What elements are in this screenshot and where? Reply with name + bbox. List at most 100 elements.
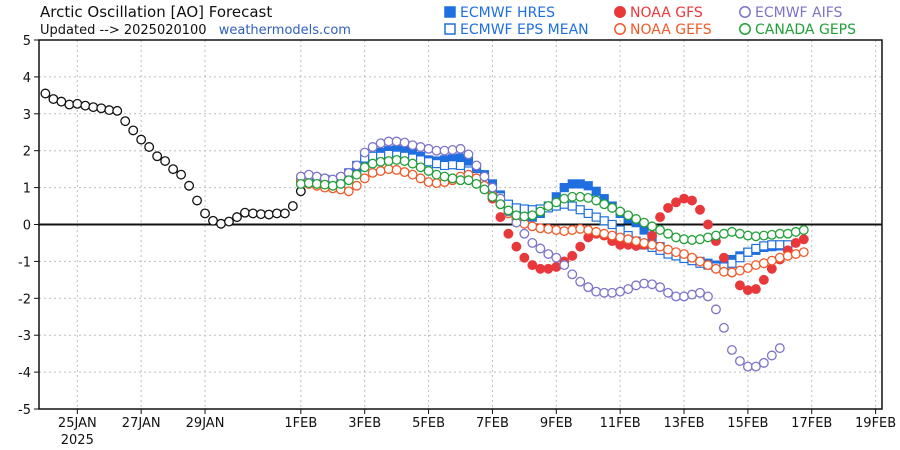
data-point xyxy=(695,234,705,245)
data-point xyxy=(766,255,777,266)
data-point xyxy=(655,212,666,223)
data-point xyxy=(607,219,617,230)
data-point xyxy=(607,202,618,213)
x-tick-label: 29JAN xyxy=(186,416,225,431)
data-point xyxy=(567,250,578,261)
data-point xyxy=(160,156,171,166)
data-point xyxy=(88,102,99,113)
data-point xyxy=(224,216,234,227)
data-point xyxy=(247,208,258,219)
data-point xyxy=(407,169,418,180)
data-point xyxy=(383,136,394,147)
data-point xyxy=(295,178,306,189)
legend-item-ecmwf-aifs[interactable]: ECMWF AIFS xyxy=(739,5,843,21)
data-point xyxy=(615,232,626,243)
data-point xyxy=(72,98,83,109)
legend-item-canada-geps[interactable]: CANADA GEPS xyxy=(739,22,856,38)
data-point xyxy=(80,100,91,111)
data-point xyxy=(463,175,474,186)
legend-marker xyxy=(444,6,456,18)
data-point xyxy=(734,265,745,276)
data-point xyxy=(399,156,410,166)
data-point xyxy=(583,192,594,203)
data-point xyxy=(287,201,298,212)
data-point xyxy=(742,263,753,273)
legend-item-noaa-gfs[interactable]: NOAA GFS xyxy=(614,5,703,21)
data-point xyxy=(679,249,689,259)
data-point xyxy=(647,230,658,241)
data-point xyxy=(184,180,195,191)
data-point xyxy=(311,178,322,189)
data-point xyxy=(559,226,570,237)
data-point xyxy=(687,252,697,263)
data-point xyxy=(471,178,482,189)
data-point xyxy=(120,116,131,127)
data-point xyxy=(391,154,402,165)
data-point xyxy=(735,253,745,263)
data-point xyxy=(168,164,179,175)
data-point xyxy=(367,158,378,169)
data-point xyxy=(439,145,450,156)
data-point xyxy=(575,191,586,202)
y-tick-label: -3 xyxy=(18,329,31,344)
data-point xyxy=(519,211,530,222)
data-point xyxy=(583,225,594,235)
data-point xyxy=(431,169,442,180)
y-tick-label: 0 xyxy=(23,219,31,234)
data-point xyxy=(40,88,51,99)
data-point xyxy=(671,291,681,302)
data-point xyxy=(695,256,705,267)
data-point xyxy=(551,252,562,263)
data-point xyxy=(431,178,442,189)
source-link[interactable]: weathermodels.com xyxy=(219,23,351,38)
data-point xyxy=(750,284,761,295)
data-point xyxy=(351,169,362,180)
y-tick-label: 2 xyxy=(23,145,31,160)
y-tick-label: 4 xyxy=(23,71,31,86)
data-point xyxy=(543,263,554,274)
data-point xyxy=(726,345,737,355)
data-point xyxy=(479,171,490,182)
legend-item-ecmwf-eps-mean[interactable]: ECMWF EPS MEAN xyxy=(444,22,589,38)
data-point xyxy=(679,291,689,302)
data-point xyxy=(695,204,705,215)
data-point xyxy=(327,180,338,191)
data-point xyxy=(519,252,530,263)
data-point xyxy=(607,287,618,298)
data-point xyxy=(655,225,666,235)
legend-item-ecmwf-hres[interactable]: ECMWF HRES xyxy=(444,5,555,21)
data-point xyxy=(503,205,514,216)
data-point xyxy=(479,184,490,195)
x-tick-label: 19FEB xyxy=(855,416,896,431)
data-point xyxy=(575,241,586,252)
data-point xyxy=(399,167,410,178)
data-point xyxy=(703,219,713,230)
data-point xyxy=(766,263,777,274)
data-point xyxy=(663,202,674,213)
data-point xyxy=(671,197,681,208)
data-point xyxy=(263,209,274,220)
data-point xyxy=(495,199,506,210)
data-point xyxy=(359,162,370,173)
data-point xyxy=(503,228,514,239)
data-point xyxy=(695,287,705,298)
data-point xyxy=(383,156,394,166)
data-point xyxy=(583,282,594,293)
data-point xyxy=(775,240,785,250)
data-point xyxy=(575,205,585,215)
data-point xyxy=(687,235,697,245)
legend-item-noaa-gefs[interactable]: NOAA GEFS xyxy=(614,22,712,38)
data-point xyxy=(767,240,777,250)
data-point xyxy=(631,214,642,224)
series-layer xyxy=(40,88,809,372)
data-point xyxy=(742,285,753,296)
data-point xyxy=(751,243,761,254)
legend-label: CANADA GEPS xyxy=(755,22,856,38)
data-point xyxy=(798,247,809,258)
x-tick-label: 7FEB xyxy=(476,416,509,431)
y-tick-label: -4 xyxy=(18,366,31,381)
data-point xyxy=(527,210,538,221)
data-point xyxy=(439,160,450,171)
data-point xyxy=(567,191,578,202)
